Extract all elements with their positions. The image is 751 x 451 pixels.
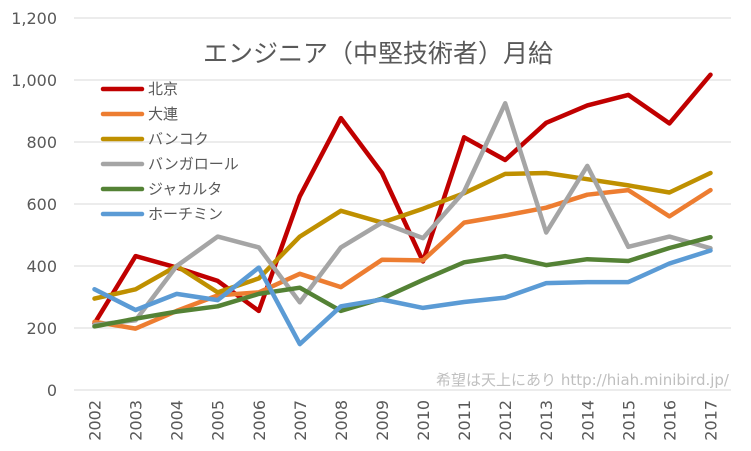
x-tick-label: 2007 <box>291 400 310 441</box>
y-axis-ticks: 0 200 400 600 800 1,000 1,200 <box>11 9 57 400</box>
x-tick-label: 2008 <box>332 400 351 441</box>
x-axis-ticks: 2002 2003 2004 2005 2006 2007 2008 2009 2010 2011… <box>86 400 721 441</box>
x-tick-label: 2010 <box>414 400 433 441</box>
series-line-1 <box>92 187 713 331</box>
legend-label-0: 北京 <box>148 80 178 98</box>
legend-label-4: ジャカルタ <box>148 180 222 198</box>
y-tick-label: 200 <box>26 319 57 338</box>
x-tick-label: 2015 <box>619 400 638 441</box>
x-tick-label: 2004 <box>168 400 187 441</box>
series-line-0 <box>92 72 713 326</box>
legend-label-2: バンコク <box>148 130 209 148</box>
x-tick-label: 2005 <box>209 400 228 441</box>
series-line-3 <box>92 101 713 328</box>
x-tick-label: 2016 <box>660 400 679 441</box>
legend-label-1: 大連 <box>148 105 178 123</box>
x-tick-label: 2014 <box>578 400 597 441</box>
x-tick-label: 2011 <box>455 400 474 441</box>
x-tick-label: 2017 <box>701 400 720 441</box>
x-tick-label: 2002 <box>86 400 105 441</box>
y-tick-label: 400 <box>26 257 57 276</box>
y-tick-label: 1,000 <box>11 71 57 90</box>
y-tick-label: 800 <box>26 133 57 152</box>
series-lines <box>92 72 713 347</box>
x-tick-label: 2012 <box>496 400 515 441</box>
series-line-5 <box>92 248 713 347</box>
y-tick-label: 600 <box>26 195 57 214</box>
x-tick-label: 2003 <box>127 400 146 441</box>
series-line-4 <box>92 234 713 329</box>
x-tick-label: 2009 <box>373 400 392 441</box>
y-tick-label: 1,200 <box>11 9 57 28</box>
chart-title: エンジニア（中堅技術者）月給 <box>203 39 553 68</box>
legend-label-3: バンガロール <box>148 155 239 173</box>
x-tick-label: 2006 <box>250 400 269 441</box>
legend-label-5: ホーチミン <box>148 205 223 223</box>
x-tick-label: 2013 <box>537 400 556 441</box>
watermark-text: 希望は天上にあり http://hiah.minibird.jp/ <box>436 371 730 389</box>
gridlines <box>74 17 731 391</box>
series-line-2 <box>92 170 713 301</box>
y-tick-label: 0 <box>47 381 57 400</box>
